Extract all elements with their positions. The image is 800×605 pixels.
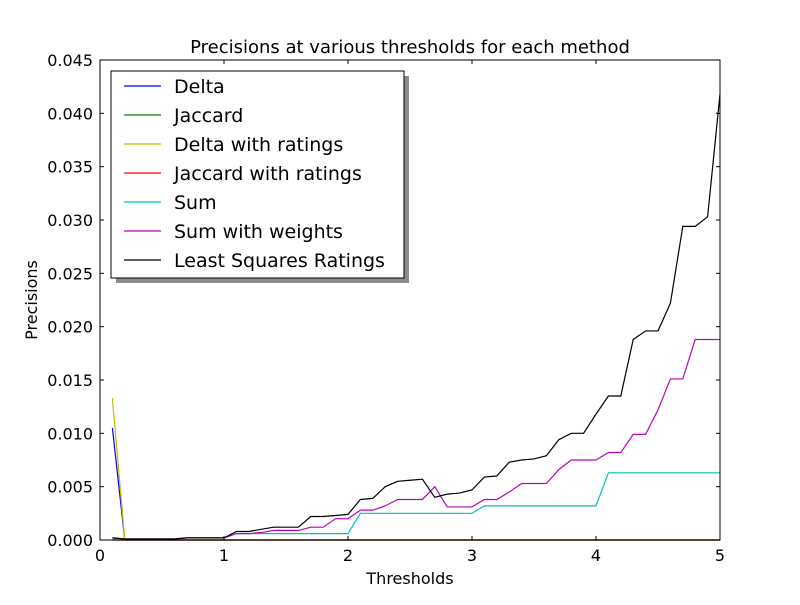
chart-title: Precisions at various thresholds for eac… [190,37,630,58]
legend-label-1: Jaccard [173,105,243,127]
series-line-6 [112,94,721,540]
y-tick-label: 0.000 [47,531,93,550]
legend-label-6: Least Squares Ratings [174,250,385,272]
legend-label-0: Delta [174,76,225,98]
y-tick-label: 0.005 [47,478,93,497]
x-tick-label: 1 [219,546,229,565]
series-line-4 [112,472,720,540]
series-line-2 [111,398,720,541]
x-axis-label: Thresholds [365,569,453,588]
y-axis-ticks: 0.000 0.005 0.010 0.015 0.020 0.025 0.030 0.035… [47,51,720,550]
x-tick-label: 5 [715,546,725,565]
y-tick-label: 0.035 [47,158,93,177]
legend-label-3: Jaccard with ratings [173,163,362,185]
y-tick-label: 0.025 [47,264,93,283]
legend-box [110,70,405,279]
legend-items: Delta Jaccard Delta with ratings Jaccard wi… [124,76,385,272]
y-tick-label: 0.030 [47,211,93,230]
legend-label-2: Delta with ratings [174,134,343,156]
y-tick-label: 0.040 [47,104,93,123]
plot-frame [99,59,721,541]
legend-label-4: Sum [174,192,217,214]
x-tick-label: 3 [467,546,477,565]
series-line-0 [111,427,720,541]
x-axis-ticks: 0 1 2 3 4 5 [95,60,725,565]
x-tick-label: 4 [591,546,601,565]
y-tick-label: 0.015 [47,371,93,390]
series-line-5 [112,338,720,540]
legend-label-5: Sum with weights [174,221,343,243]
y-tick-label: 0.020 [47,318,93,337]
y-tick-label: 0.010 [47,424,93,443]
y-axis-label: Precisions [22,260,41,340]
x-tick-label: 0 [95,546,105,565]
legend: Delta Jaccard Delta with ratings Jaccard wi… [110,70,409,283]
y-tick-label: 0.045 [47,51,93,70]
x-tick-label: 2 [343,546,353,565]
